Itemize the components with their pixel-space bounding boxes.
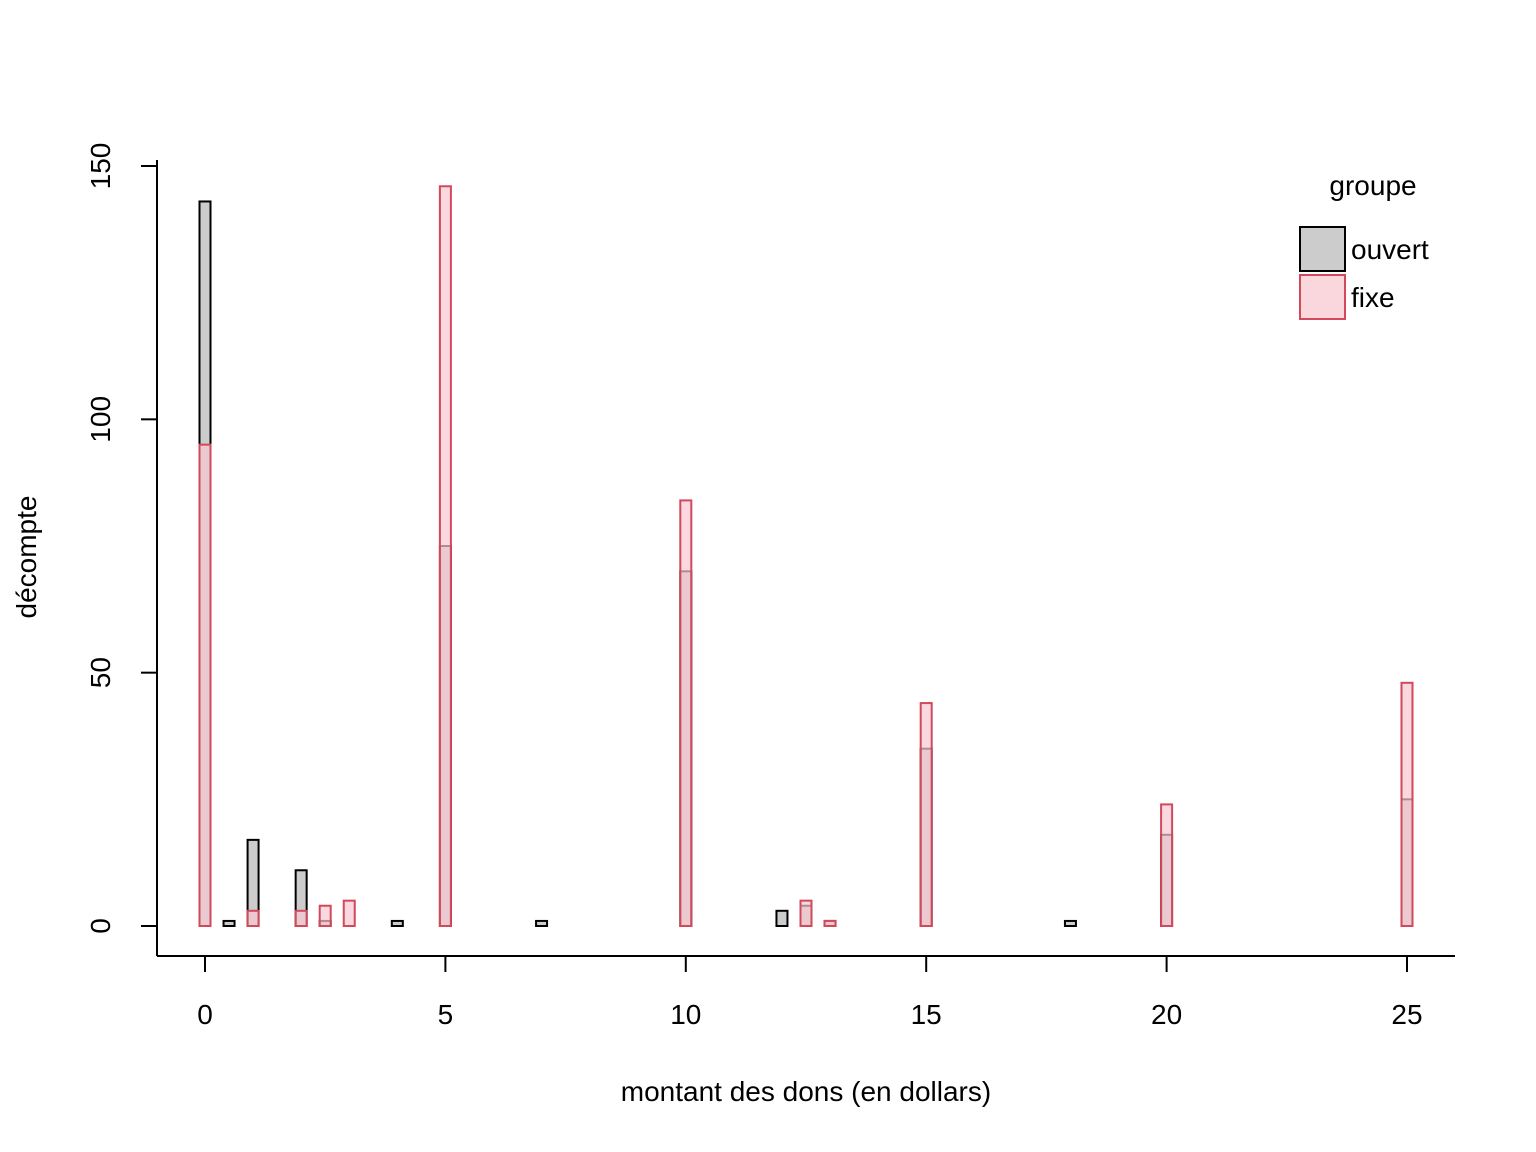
bar-ouvert <box>390 919 404 928</box>
x-ticks: 0 5 10 15 20 25 <box>197 956 1423 1030</box>
x-tick-label: 15 <box>911 999 942 1030</box>
x-tick-label: 0 <box>197 999 213 1030</box>
series-fixe-bars <box>198 185 1414 928</box>
bar-fixe <box>1160 803 1174 928</box>
x-axis-title: montant des dons (en dollars) <box>621 1076 991 1107</box>
bar-fixe <box>679 499 693 927</box>
bar-ouvert <box>222 919 236 928</box>
bar-ouvert <box>775 909 789 927</box>
legend-title: groupe <box>1329 170 1416 201</box>
y-tick-label: 150 <box>85 143 116 190</box>
bar-fixe <box>1400 681 1414 927</box>
legend-swatch-fixe <box>1299 274 1346 320</box>
bar-fixe <box>342 899 356 928</box>
bar-ouvert <box>1063 919 1077 928</box>
bar-fixe <box>198 443 212 927</box>
bar-fixe <box>318 904 332 928</box>
x-tick-label: 10 <box>670 999 701 1030</box>
bar-fixe <box>799 899 813 928</box>
series-ouvert-bars <box>198 200 1414 928</box>
bar-fixe <box>246 909 260 927</box>
legend-label-fixe: fixe <box>1351 282 1395 313</box>
x-tick-label: 5 <box>438 999 454 1030</box>
y-axis-title: décompte <box>11 496 42 619</box>
bar-fixe <box>919 702 933 927</box>
y-ticks: 0 50 100 150 <box>85 143 157 934</box>
legend-label-ouvert: ouvert <box>1351 234 1429 265</box>
bar-fixe <box>438 185 452 927</box>
legend-swatch-ouvert <box>1299 226 1346 272</box>
bar-ouvert <box>535 919 549 928</box>
axes <box>156 160 1455 957</box>
bar-fixe <box>294 909 308 927</box>
x-tick-label: 25 <box>1391 999 1422 1030</box>
legend: groupe ouvert fixe <box>1299 170 1429 320</box>
y-tick-label: 0 <box>85 918 116 934</box>
x-tick-label: 20 <box>1151 999 1182 1030</box>
y-tick-label: 100 <box>85 396 116 443</box>
bar-fixe <box>823 919 837 928</box>
y-tick-label: 50 <box>85 657 116 688</box>
